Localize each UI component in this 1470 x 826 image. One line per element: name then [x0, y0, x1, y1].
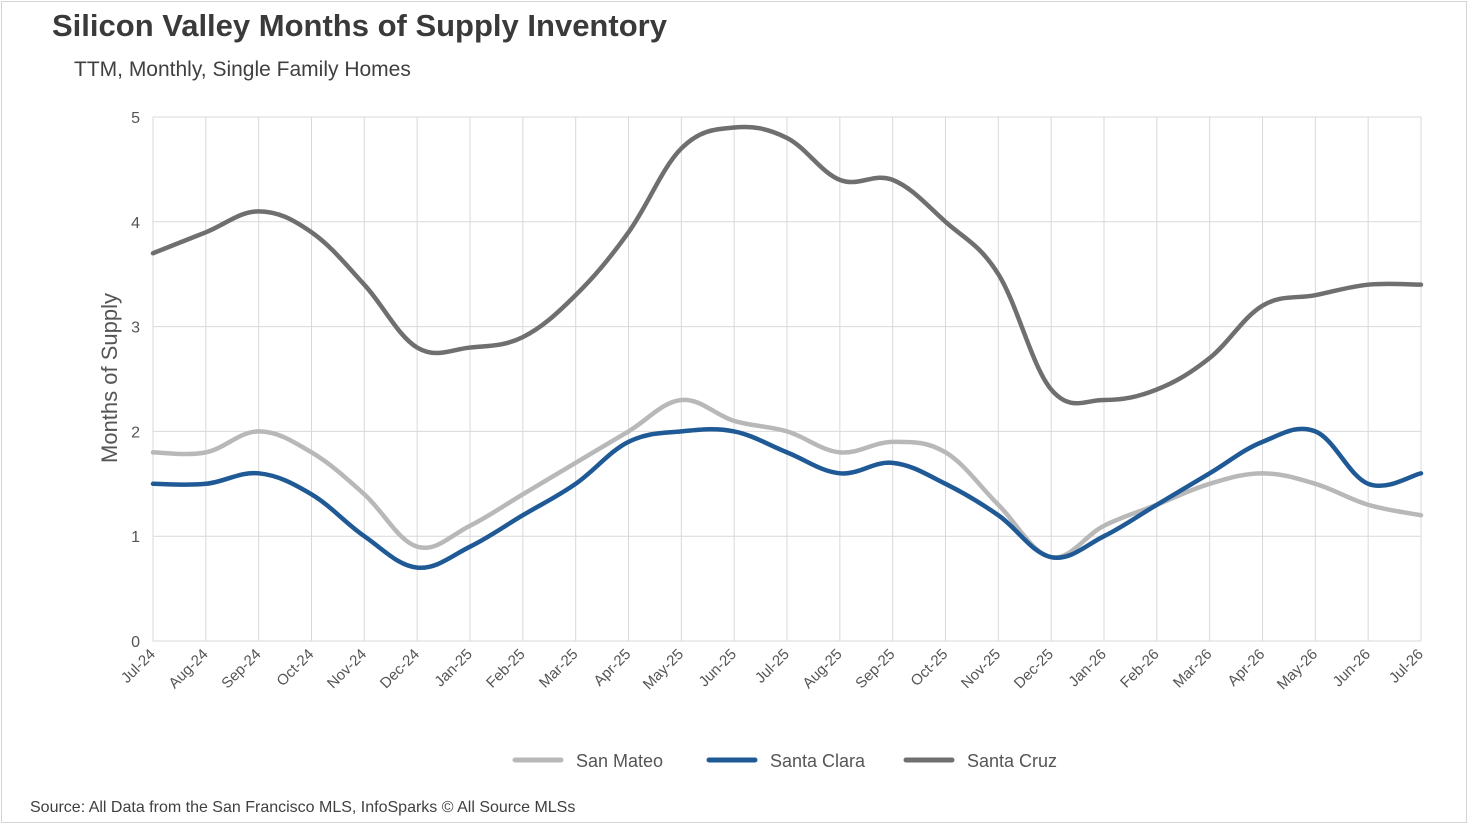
x-tick-label: May-26: [1274, 646, 1321, 693]
chart-subtitle: TTM, Monthly, Single Family Homes: [74, 58, 411, 81]
y-axis-ticks: 0 1 2 3 4 5: [131, 110, 140, 651]
x-tick-label: Jul-26: [1386, 646, 1427, 687]
x-tick-label: Nov-24: [324, 646, 370, 692]
x-tick-label: Dec-24: [377, 646, 423, 692]
y-tick-label: 3: [131, 320, 140, 337]
source-note: Source: All Data from the San Francisco …: [30, 799, 576, 816]
x-tick-label: Jul-25: [752, 646, 793, 687]
series-lines: [150, 124, 1424, 570]
x-tick-label: Apr-25: [590, 646, 634, 690]
x-tick-label: Sep-24: [218, 646, 264, 692]
x-tick-label: Mar-25: [536, 646, 582, 692]
x-tick-label: Jul-24: [118, 646, 159, 687]
x-tick-label: Jan-25: [431, 646, 475, 690]
x-axis-ticks: Jul-24 Aug-24 Sep-24 Oct-24 Nov-24 Dec-24 Jan-…: [118, 646, 1427, 693]
chart-grid: [152, 116, 1422, 642]
legend-label-san-mateo: San Mateo: [576, 751, 663, 771]
x-tick-label: Oct-25: [907, 646, 951, 690]
series-line-santa-clara: [150, 426, 1424, 570]
x-tick-label: Jun-26: [1330, 646, 1374, 690]
x-tick-label: Aug-25: [799, 646, 845, 692]
y-tick-label: 5: [131, 110, 140, 127]
x-tick-label: Jan-26: [1065, 646, 1109, 690]
chart-title: Silicon Valley Months of Supply Inventor…: [52, 8, 667, 43]
x-tick-label: Oct-24: [273, 646, 317, 690]
series-line-san-mateo: [150, 397, 1424, 560]
x-tick-label: Feb-26: [1117, 646, 1163, 692]
x-tick-label: Aug-24: [165, 646, 211, 692]
legend-label-santa-cruz: Santa Cruz: [967, 751, 1057, 771]
x-tick-label: Jun-25: [696, 646, 740, 690]
y-tick-label: 0: [131, 634, 140, 651]
x-tick-label: Nov-25: [958, 646, 1004, 692]
x-tick-label: Apr-26: [1224, 646, 1268, 690]
y-tick-label: 2: [131, 424, 140, 441]
legend-label-santa-clara: Santa Clara: [770, 751, 866, 771]
x-tick-label: Mar-26: [1170, 646, 1216, 692]
series-line-santa-cruz: [150, 124, 1424, 406]
x-tick-label: Dec-25: [1011, 646, 1057, 692]
x-tick-label: Feb-25: [483, 646, 529, 692]
x-tick-label: Sep-25: [852, 646, 898, 692]
y-axis-label: Months of Supply: [97, 293, 122, 463]
y-tick-label: 1: [131, 529, 140, 546]
x-tick-label: May-25: [640, 646, 687, 693]
y-tick-label: 4: [131, 215, 140, 232]
legend: San Mateo Santa Clara Santa Cruz: [512, 751, 1057, 771]
